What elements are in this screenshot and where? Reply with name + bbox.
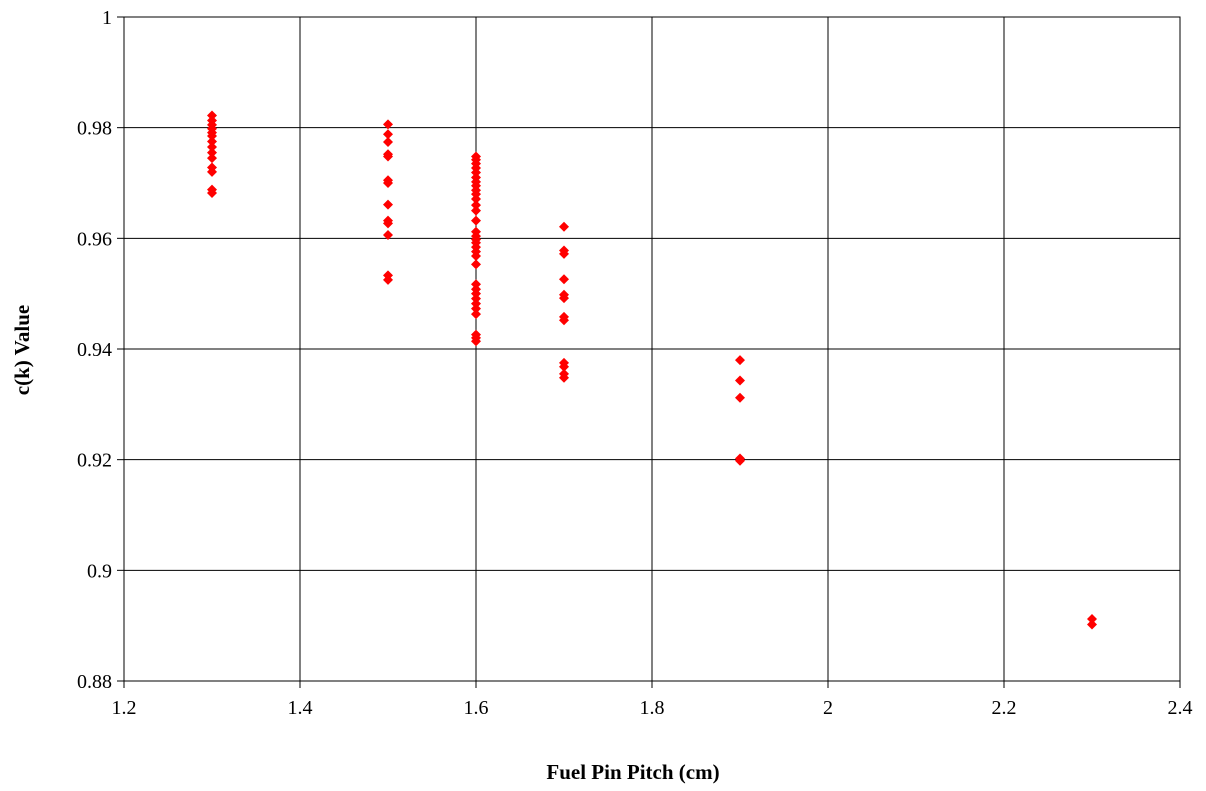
data-point [471, 259, 481, 270]
data-point [471, 194, 481, 205]
data-point [471, 215, 481, 226]
data-point [471, 336, 481, 347]
data-point [559, 315, 569, 326]
grid-lines [124, 17, 1180, 681]
data-point [383, 274, 393, 285]
y-tick-label: 0.88 [77, 671, 112, 693]
data-point [207, 166, 217, 177]
data-point [735, 375, 745, 386]
data-point [471, 251, 481, 262]
data-point [383, 230, 393, 241]
data-point [207, 142, 217, 153]
y-tick-label: 0.92 [77, 450, 112, 472]
x-tick-label: 1.8 [640, 697, 665, 719]
data-point [559, 274, 569, 285]
x-axis-title: Fuel Pin Pitch (cm) [546, 760, 719, 784]
data-point [207, 147, 217, 158]
axis-ticks [117, 16, 1181, 688]
data-point [471, 309, 481, 320]
data-point [207, 136, 217, 147]
y-axis-title: c(k) Value [10, 305, 34, 395]
data-point [559, 361, 569, 372]
x-tick-label: 1.2 [112, 697, 137, 719]
data-point [383, 151, 393, 162]
y-tick-label: 0.94 [77, 339, 112, 361]
data-point [471, 303, 481, 314]
y-tick-labels: 0.88 0.9 0.92 0.94 0.96 0.98 1 [77, 7, 112, 693]
x-tick-label: 2 [823, 697, 833, 719]
data-point [1087, 614, 1097, 625]
data-point [735, 455, 745, 466]
x-tick-label: 2.4 [1168, 697, 1193, 719]
data-point [207, 187, 217, 198]
data-point [207, 153, 217, 164]
x-tick-label: 1.6 [464, 697, 489, 719]
data-point [207, 130, 217, 141]
data-point [735, 355, 745, 366]
data-point [471, 205, 481, 216]
data-point [383, 199, 393, 210]
data-point [559, 293, 569, 304]
data-point [383, 129, 393, 140]
data-point [735, 392, 745, 403]
data-point [559, 248, 569, 259]
data-point [559, 221, 569, 232]
data-point [1087, 619, 1097, 630]
data-point [383, 218, 393, 229]
y-tick-label: 1 [102, 7, 112, 29]
data-point [383, 178, 393, 188]
data-point [383, 137, 393, 148]
data-point [383, 119, 393, 130]
y-tick-label: 0.98 [77, 118, 112, 140]
data-points [207, 110, 1097, 630]
x-tick-labels: 1.2 1.4 1.6 1.8 2 2.2 2.4 [112, 697, 1193, 719]
x-tick-label: 1.4 [288, 697, 313, 719]
data-point [471, 200, 481, 211]
x-tick-label: 2.2 [992, 697, 1017, 719]
data-point [559, 372, 569, 383]
y-tick-label: 0.96 [77, 228, 112, 250]
y-tick-label: 0.9 [87, 560, 112, 582]
